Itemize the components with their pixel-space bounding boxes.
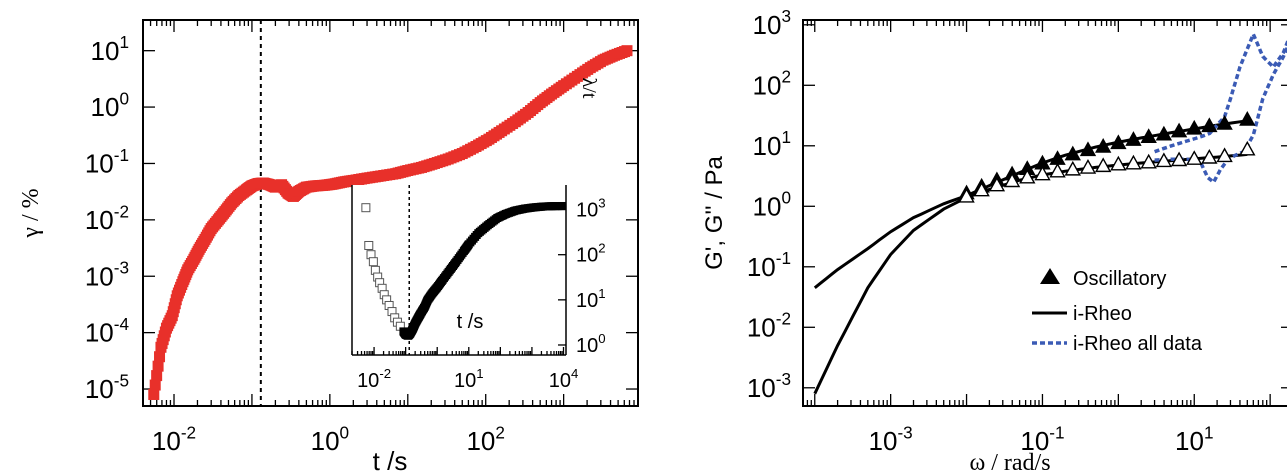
oscillatory-marker [1125,131,1142,146]
oscillatory-marker [1064,145,1081,161]
oscillatory-marker [1064,160,1081,176]
right-legend: Oscillatory i-Rheo i-Rheo all data [1032,268,1203,355]
series-line-2 [1154,29,1287,154]
y-tick-label: 100 [753,188,791,222]
y-tick-label: 100 [91,88,129,122]
y-tick-label: 103 [753,6,791,40]
oscillatory-marker [1239,140,1256,156]
oscillatory-marker [1216,115,1233,130]
inset-data-point [361,203,371,213]
oscillatory-marker [1034,165,1051,181]
oscillatory-marker [1049,162,1066,178]
oscillatory-marker [1155,125,1173,141]
oscillatory-marker [1079,141,1097,157]
legend-marker-oscillatory [1040,268,1060,284]
right-y-axis-label: G', G'' / Pa [701,155,728,269]
oscillatory-marker [1155,152,1173,168]
left-chart: 10-2 100 102 10-5 10-4 10-3 10-2 10-1 100 101 t /… [18,19,639,475]
oscillatory-marker [1170,122,1188,138]
legend-label-i-rheo-all-data: i-Rheo all data [1073,333,1203,355]
inset-y-axis-label: λ/t [578,78,600,99]
y-tick-label: 102 [576,241,606,267]
legend-label-i-rheo: i-Rheo [1073,303,1132,325]
series-line-1 [813,152,1248,395]
y-tick-label: 10-2 [85,201,129,235]
x-tick-label: 101 [454,366,484,392]
oscillatory-marker [1003,172,1021,188]
x-tick-label: 10-2 [357,366,391,392]
x-tick-label: 104 [549,366,579,392]
oscillatory-marker [1140,153,1157,169]
left-data-point [149,379,161,391]
y-tick-label: 101 [753,127,791,161]
x-tick-label: 100 [311,422,349,456]
y-tick-label: 10-4 [85,314,130,348]
oscillatory-marker [973,181,990,197]
left-data-point [148,388,160,400]
oscillatory-marker [1094,157,1112,173]
oscillatory-marker [1170,151,1188,167]
oscillatory-marker [1201,117,1218,133]
right-plot-frame [802,19,1287,407]
y-tick-label: 100 [576,331,606,357]
oscillatory-marker [1079,159,1097,174]
inset-data-point [368,257,378,267]
y-tick-label: 10-3 [85,258,129,292]
oscillatory-marker [958,187,975,203]
y-tick-label: 10-5 [85,370,129,404]
series-line-1 [813,119,1248,289]
inset-data-point [558,201,567,210]
inset-data-point [364,240,374,250]
x-tick-label: 101 [1175,422,1213,456]
left-data-point [152,360,164,372]
x-tick-label: 102 [466,422,504,456]
y-tick-label: 10-1 [747,248,791,282]
y-tick-label: 101 [91,32,129,66]
left-x-axis-label: t /s [373,446,408,475]
oscillatory-marker [1239,110,1256,126]
x-tick-label: 10-1 [1020,422,1064,456]
oscillatory-marker [1049,150,1066,165]
y-tick-label: 10-2 [747,309,791,343]
y-tick-label: 10-3 [747,369,791,403]
left-data-point [621,45,633,57]
right-x-axis-label: ω / rad/s [969,450,1050,475]
oscillatory-marker [1125,154,1142,170]
y-tick-label: 103 [576,196,606,222]
oscillatory-marker [1186,119,1203,135]
legend-label-oscillatory: Oscillatory [1073,268,1166,290]
oscillatory-marker [1186,150,1203,165]
x-tick-label: 10-3 [869,422,913,456]
oscillatory-marker [1019,168,1036,184]
oscillatory-marker [1201,148,1218,164]
y-tick-label: 10-1 [85,145,129,179]
x-tick-label: 10-2 [152,422,196,456]
oscillatory-marker [988,176,1006,192]
right-chart: 10-3 10-1 101 10-3 10-2 10-1 100 101 102 103 ω / … [701,6,1287,475]
inset-chart: 10-2 101 104 100 101 102 103 t /s λ/t [351,78,606,392]
inset-background [352,185,566,355]
y-tick-label: 102 [753,67,791,101]
left-y-axis-label: γ / % [18,188,44,238]
y-tick-label: 101 [576,286,606,312]
oscillatory-marker [1216,147,1233,163]
left-data-point [151,370,163,382]
left-data-point [154,351,166,363]
inset-x-axis-label: t /s [457,311,484,333]
oscillatory-marker [1140,128,1157,144]
oscillatory-marker [1094,138,1112,153]
oscillatory-marker [1110,134,1127,150]
oscillatory-marker [1110,155,1127,171]
